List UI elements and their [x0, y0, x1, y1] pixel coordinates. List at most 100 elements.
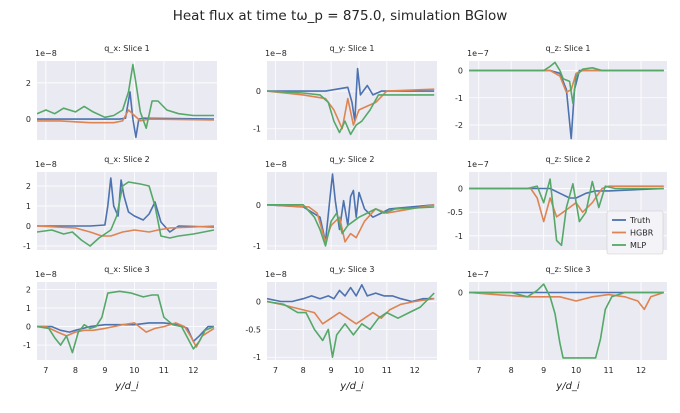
x-axis-label: y/d_i	[339, 381, 364, 392]
y-scale-label: 1e−8	[35, 270, 57, 279]
x-tick-label: 8	[301, 366, 306, 375]
legend-label-hgbr: HGBR	[630, 229, 654, 238]
y-tick-label: -0.5	[447, 208, 463, 217]
y-tick-label: 1	[26, 202, 31, 211]
series-line-mlp	[469, 283, 664, 359]
panel-3: 0 -1 -2 1e−7 q_z: Slice 1	[455, 44, 667, 140]
y-scale-label: 1e−8	[265, 270, 287, 279]
series-line-mlp	[37, 181, 215, 247]
x-tick-label: 7	[476, 366, 481, 375]
y-tick-label: 0	[256, 298, 261, 307]
legend: Truth HGBR MLP	[606, 210, 664, 255]
series-line-mlp	[267, 90, 435, 136]
x-axis-label: y/d_i	[114, 381, 139, 392]
panel-background	[37, 61, 217, 140]
x-tick-label: 7	[43, 366, 48, 375]
panel-1: 0 2 1e−8 q_x: Slice 1	[26, 44, 217, 140]
y-tick-label: -1	[253, 242, 261, 251]
y-tick-label: 0	[26, 115, 31, 124]
y-tick-label: 2	[26, 182, 31, 191]
series-line-truth	[37, 322, 214, 343]
panel-background	[469, 282, 667, 360]
y-tick-label: 0	[26, 222, 31, 231]
x-tick-label: 7	[273, 366, 278, 375]
y-tick-label: -2	[455, 121, 463, 130]
y-scale-label: 1e−7	[467, 270, 489, 279]
panel-7: 210-17 8 9 10 11 12y/d_i1e−8q_x: Slice 3	[23, 265, 217, 392]
legend-box	[606, 210, 664, 255]
y-tick-label: -1	[455, 232, 463, 241]
x-tick-label: 8	[509, 366, 514, 375]
series-line-truth	[267, 284, 435, 303]
series-line-truth	[37, 91, 215, 139]
panel-5: 0 -1 1e−8 q_y: Slice 2	[253, 155, 437, 251]
panel-title: q_x: Slice 3	[104, 265, 150, 274]
y-scale-label: 1e−7	[467, 49, 489, 58]
legend-label-truth: Truth	[629, 216, 650, 225]
panel-background	[37, 172, 217, 250]
panel-title: q_y: Slice 3	[330, 265, 375, 274]
panel-2: 0 -1 1e−8 q_y: Slice 1	[253, 44, 437, 140]
x-tick-label: 10	[354, 366, 364, 375]
series-line-hgbr	[37, 225, 215, 237]
y-tick-label: 0	[256, 87, 261, 96]
y-scale-label: 1e−8	[35, 160, 57, 169]
legend-label-mlp: MLP	[630, 241, 646, 250]
x-tick-label: 12	[636, 366, 646, 375]
panel-title: q_y: Slice 1	[330, 44, 375, 53]
panel-title: q_y: Slice 2	[330, 155, 375, 164]
x-axis-label: y/d_i	[555, 381, 580, 392]
panel-8: 0 -0.5 -1 7 8 9 10 11 12 y/d_i 1e−8 q_y: Slice 3	[245, 265, 437, 392]
figure-title: Heat flux at time tω_p = 875.0, simulati…	[173, 8, 508, 24]
series-line-mlp	[267, 204, 435, 247]
y-tick-label: 1	[26, 304, 31, 313]
x-tick-label: 11	[382, 366, 392, 375]
y-tick-label: -1	[455, 94, 463, 103]
x-tick-label: 8	[73, 366, 78, 375]
panel-9: 0 7 8 9 10 11 12 y/d_i 1e−7 q_z: Slice 3	[458, 265, 667, 392]
series-line-hgbr	[37, 322, 215, 348]
y-tick-label: -0.5	[245, 325, 261, 334]
panel-background	[267, 172, 437, 250]
series-line-mlp	[37, 290, 215, 354]
y-tick-label: 0	[458, 289, 463, 298]
y-scale-label: 1e−8	[35, 49, 57, 58]
series-line-hgbr	[267, 88, 435, 130]
panel-title: q_z: Slice 3	[546, 265, 591, 274]
y-scale-label: 1e−7	[467, 160, 489, 169]
series-line-mlp	[469, 61, 664, 104]
y-tick-label: 0	[458, 185, 463, 194]
x-tick-label: 10	[571, 366, 581, 375]
y-tick-label: 2	[26, 285, 31, 294]
y-tick-label: 0	[458, 67, 463, 76]
series-line-hgbr	[267, 297, 435, 325]
x-tick-label: 9	[541, 366, 546, 375]
series-line-truth	[37, 177, 215, 233]
series-line-hgbr	[37, 109, 215, 124]
x-tick-label: 12	[188, 366, 198, 375]
y-tick-label: 2	[26, 79, 31, 88]
panels-group: 0 2 1e−8 q_x: Slice 1 0 -1 1e−8 q_y: Slice 1 0 -1…	[23, 44, 667, 392]
panel-4: 2 1 0 -1 1e−8 q_x: Slice 2	[23, 155, 217, 251]
y-scale-label: 1e−8	[265, 49, 287, 58]
y-tick-label: -1	[253, 353, 261, 362]
y-tick-label: 0	[256, 201, 261, 210]
series-line-mlp	[37, 63, 214, 129]
x-tick-label: 11	[603, 366, 613, 375]
y-tick-label: -1	[23, 242, 31, 251]
x-tick-label: 10	[129, 366, 139, 375]
series-line-mlp	[267, 292, 435, 358]
x-tick-label: 12	[410, 366, 420, 375]
y-tick-label: -1	[23, 341, 31, 350]
x-tick-label: 9	[329, 366, 334, 375]
y-tick-label: -1	[253, 125, 261, 134]
x-tick-label: 9	[102, 366, 107, 375]
panel-title: q_z: Slice 2	[546, 155, 591, 164]
series-line-truth	[267, 67, 435, 122]
panel-title: q_x: Slice 1	[104, 44, 150, 53]
series-line-mlp	[469, 178, 664, 247]
panel-background	[37, 282, 217, 360]
y-scale-label: 1e−8	[265, 160, 287, 169]
y-tick-label: 0	[26, 323, 31, 332]
